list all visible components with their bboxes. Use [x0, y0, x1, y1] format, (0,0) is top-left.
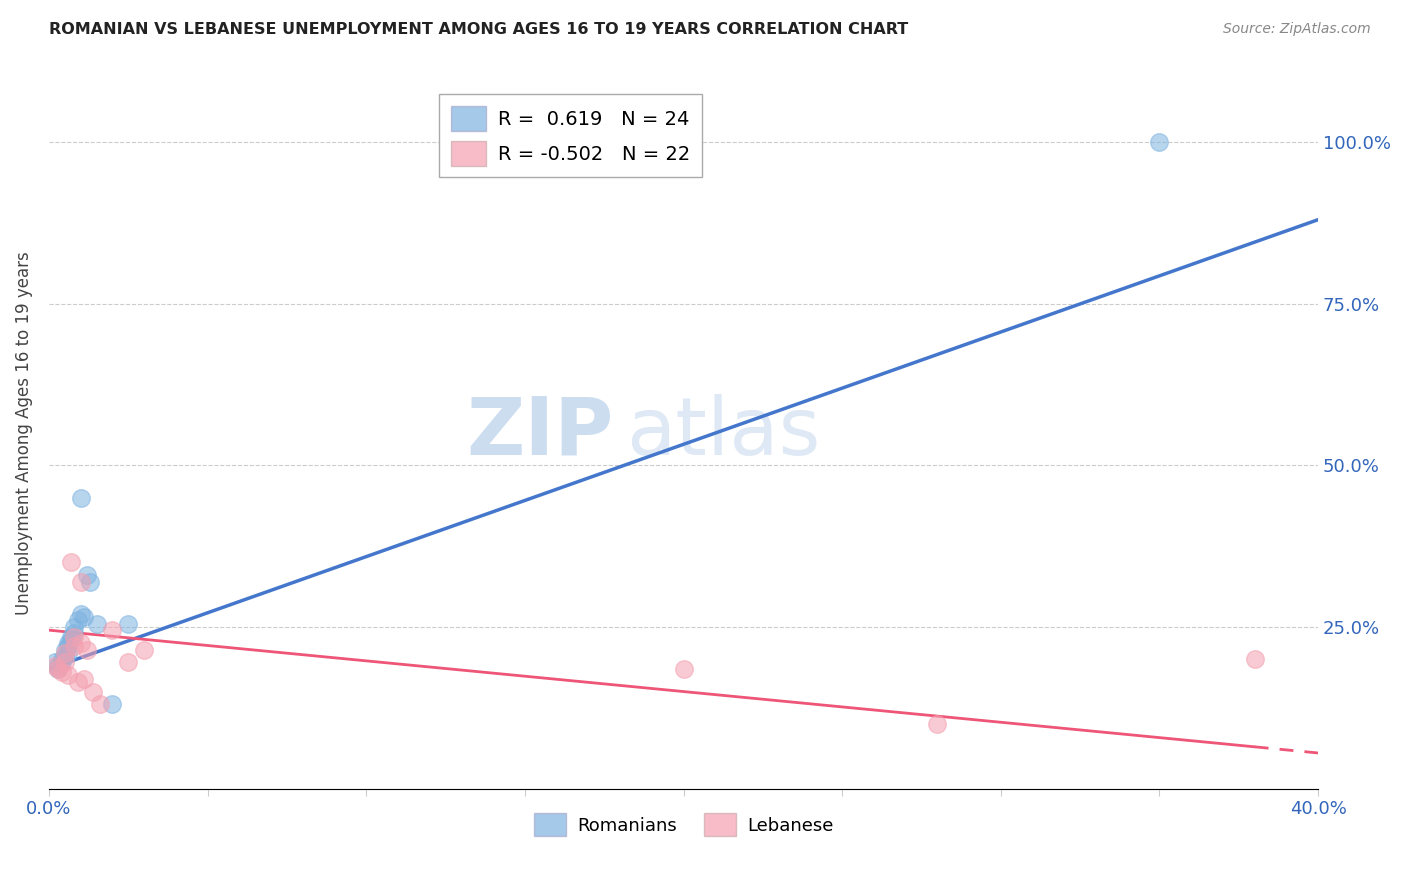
Point [117, 616, 139, 631]
Y-axis label: Unemployment Among Ages 16 to 19 years: Unemployment Among Ages 16 to 19 years [15, 252, 32, 615]
Point [56, 646, 79, 660]
Point [63, 620, 86, 634]
Point [56, 668, 79, 682]
Text: Source: ZipAtlas.com: Source: ZipAtlas.com [1223, 22, 1371, 37]
Point [48, 662, 70, 676]
Point [1149, 135, 1171, 149]
Point [60, 630, 83, 644]
Point [53, 648, 76, 663]
Point [79, 574, 101, 589]
Point [76, 568, 98, 582]
Point [101, 698, 124, 712]
Point [63, 640, 86, 654]
Point [53, 642, 76, 657]
Point [44, 656, 66, 670]
Point [1243, 652, 1265, 666]
Point [66, 614, 89, 628]
Point [56, 640, 79, 654]
Point [44, 658, 66, 673]
Legend: Romanians, Lebanese: Romanians, Lebanese [526, 805, 841, 844]
Point [48, 658, 70, 673]
Point [56, 636, 79, 650]
Text: ROMANIAN VS LEBANESE UNEMPLOYMENT AMONG AGES 16 TO 19 YEARS CORRELATION CHART: ROMANIAN VS LEBANESE UNEMPLOYMENT AMONG … [49, 22, 908, 37]
Point [89, 698, 111, 712]
Text: atlas: atlas [627, 394, 821, 472]
Point [69, 636, 91, 650]
Point [69, 607, 91, 621]
Point [51, 665, 73, 680]
Point [927, 717, 949, 731]
Point [53, 646, 76, 660]
Point [73, 672, 96, 686]
Point [73, 610, 96, 624]
Point [69, 574, 91, 589]
Point [86, 616, 108, 631]
Point [60, 632, 83, 647]
Point [101, 623, 124, 637]
Point [117, 656, 139, 670]
Point [63, 626, 86, 640]
Point [76, 642, 98, 657]
Point [51, 656, 73, 670]
Point [63, 630, 86, 644]
Text: ZIP: ZIP [467, 394, 614, 472]
Point [82, 684, 104, 698]
Point [60, 555, 83, 569]
Point [53, 656, 76, 670]
Point [66, 674, 89, 689]
Point [48, 662, 70, 676]
Point [69, 491, 91, 505]
Point [672, 662, 695, 676]
Point [51, 652, 73, 666]
Point [134, 642, 156, 657]
